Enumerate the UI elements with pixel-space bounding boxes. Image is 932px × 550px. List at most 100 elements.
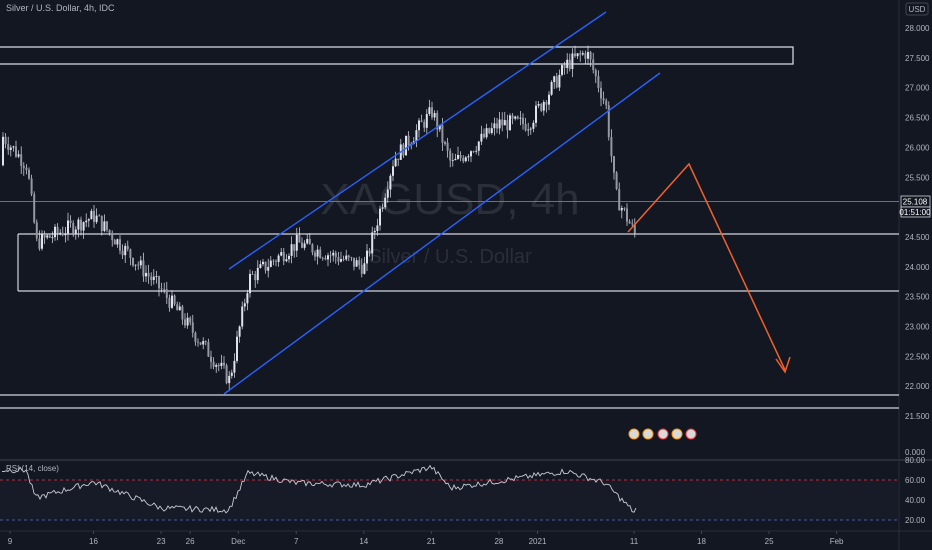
- event-marker[interactable]: [657, 428, 669, 440]
- candle-body: [587, 52, 589, 59]
- candle-body: [243, 303, 246, 307]
- candle-body: [457, 155, 459, 159]
- channel-upper-line[interactable]: [228, 11, 607, 270]
- candle-body: [529, 128, 532, 130]
- channel-lower-line[interactable]: [223, 72, 661, 395]
- candle-body: [119, 239, 121, 251]
- candle-body: [132, 258, 134, 266]
- rsi-tick-label: 80.00: [905, 456, 926, 465]
- candle-body: [152, 276, 155, 280]
- ascending-channel[interactable]: [223, 11, 661, 395]
- rsi-indicator-label[interactable]: RSI (14, close): [6, 464, 59, 473]
- candle-body: [184, 319, 186, 326]
- candle-body: [373, 230, 376, 233]
- candle-body: [568, 59, 571, 69]
- candle-body: [113, 240, 116, 245]
- candle-body: [25, 167, 28, 170]
- candle-body: [72, 223, 75, 234]
- resistance-zone[interactable]: [0, 46, 794, 65]
- candle-body: [269, 260, 272, 267]
- time-axis[interactable]: 9 16 23 26 Dec 7 14 21 28 2021 11 18 25 Feb: [8, 531, 844, 546]
- event-marker[interactable]: [628, 428, 640, 440]
- candle-body: [67, 220, 69, 234]
- candle-body: [464, 157, 467, 162]
- candle-body: [41, 234, 43, 249]
- candle-body: [441, 124, 444, 143]
- watermark-symbol: XAGUSD, 4h: [320, 175, 579, 224]
- price-tick-label: 27.500: [905, 54, 930, 63]
- candle-body: [259, 264, 262, 268]
- candle-body: [594, 69, 597, 77]
- candle-body: [215, 365, 218, 367]
- candlestick-series: [2, 45, 636, 392]
- candle-body: [233, 360, 236, 373]
- candle-body: [61, 232, 64, 236]
- current-price-label: 25.108: [903, 198, 928, 207]
- time-tick-label: 9: [8, 537, 13, 546]
- chart-title[interactable]: Silver / U.S. Dollar, 4h, IDC: [6, 3, 115, 13]
- event-markers[interactable]: [628, 428, 697, 440]
- candle-body: [610, 137, 613, 157]
- candle-body: [451, 160, 454, 161]
- price-axis[interactable]: 28.00027.50027.00026.50026.00025.50025.0…: [905, 24, 930, 421]
- candle-body: [355, 260, 358, 267]
- candle-body: [394, 158, 397, 167]
- candle-body: [298, 234, 301, 243]
- candle-body: [171, 295, 173, 308]
- candle-body: [449, 150, 452, 161]
- candle-body: [618, 189, 621, 211]
- candle-body: [264, 261, 267, 271]
- candle-body: [288, 255, 290, 260]
- candle-body: [503, 120, 506, 126]
- candle-body: [501, 119, 504, 126]
- candle-body: [256, 267, 259, 281]
- candle-body: [360, 264, 363, 274]
- candle-body: [347, 255, 350, 258]
- candle-body: [204, 341, 207, 342]
- candle-body: [579, 53, 582, 55]
- candle-body: [64, 233, 67, 236]
- time-tick-label: 25: [765, 537, 774, 546]
- candle-body: [477, 141, 480, 151]
- candle-body: [246, 293, 249, 304]
- candle-body: [33, 194, 36, 223]
- candle-body: [470, 151, 472, 157]
- candle-body: [87, 219, 90, 221]
- candle-body: [189, 317, 192, 323]
- candle-body: [488, 128, 491, 133]
- currency-badge[interactable]: USD: [905, 2, 929, 16]
- candle-body: [433, 113, 436, 118]
- time-tick-label: Feb: [830, 537, 844, 546]
- candle-body: [446, 142, 449, 151]
- price-tick-label: 24.500: [905, 233, 930, 242]
- horizontal-levels[interactable]: [0, 46, 899, 409]
- projection-line[interactable]: [627, 162, 786, 371]
- event-marker[interactable]: [685, 428, 697, 440]
- candle-body: [571, 53, 574, 69]
- candle-body: [262, 261, 264, 265]
- candle-body: [337, 257, 340, 262]
- candle-body: [306, 239, 309, 244]
- candle-body: [363, 263, 366, 274]
- candle-body: [241, 306, 244, 327]
- event-marker[interactable]: [642, 428, 654, 440]
- projection-path[interactable]: [627, 162, 791, 374]
- candle-body: [158, 276, 160, 289]
- candle-body: [327, 255, 329, 260]
- candle-body: [176, 304, 179, 311]
- candle-body: [51, 237, 54, 238]
- candle-body: [581, 53, 584, 55]
- time-tick-label: 7: [294, 537, 299, 546]
- candle-body: [275, 261, 277, 262]
- event-marker[interactable]: [671, 428, 683, 440]
- candle-body: [267, 267, 270, 271]
- candle-body: [251, 273, 254, 275]
- candle-body: [428, 107, 431, 114]
- rsi-pane[interactable]: 80.00 60.00 40.00 20.00 0.000: [0, 448, 926, 525]
- candle-body: [316, 249, 319, 257]
- rsi-line[interactable]: [1, 464, 637, 514]
- candle-body: [35, 222, 38, 239]
- time-tick-label: 16: [89, 537, 98, 546]
- candle-body: [472, 151, 475, 152]
